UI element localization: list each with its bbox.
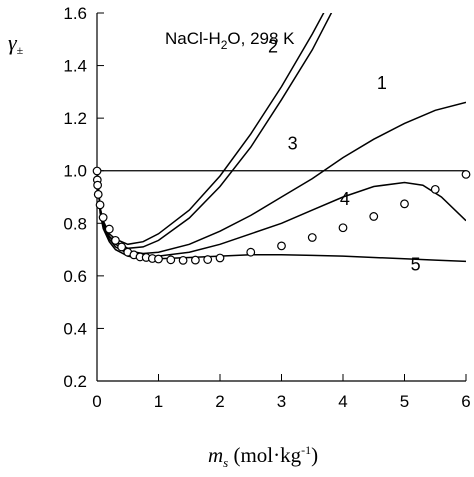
experimental-point xyxy=(203,255,213,264)
experimental-point xyxy=(117,242,126,252)
series-curve-1 xyxy=(97,101,466,255)
experimental-point xyxy=(430,184,440,194)
experimental-point xyxy=(307,233,317,242)
experimental-point xyxy=(400,199,409,209)
curve-label-2: 2 xyxy=(268,36,278,56)
curve-label-1: 1 xyxy=(377,73,387,93)
experimental-point xyxy=(246,247,256,257)
y-tick-label: 0.4 xyxy=(63,319,87,338)
plot-area: 0 1 2 3 4 5 6 0.2 0.4 0.6 0.8 1.0 1.2 1.4 1.6 1 2 3 4 5 xyxy=(63,4,471,411)
x-axis-label: ms (mol·kg-1) xyxy=(208,443,318,470)
experimental-point xyxy=(92,166,102,176)
experimental-point xyxy=(190,255,200,265)
experimental-point xyxy=(166,255,176,265)
x-tick-label: 5 xyxy=(400,392,409,411)
experimental-point xyxy=(111,235,120,245)
y-tick-label: 0.2 xyxy=(63,372,87,391)
experimental-point xyxy=(178,255,188,265)
experimental-point xyxy=(98,213,108,222)
experimental-point xyxy=(154,254,163,264)
x-tick-label: 6 xyxy=(461,392,470,411)
x-tick-label: 1 xyxy=(154,392,163,411)
experimental-point xyxy=(369,212,379,221)
experimental-point xyxy=(215,253,225,263)
experimental-point xyxy=(104,224,114,234)
y-tick-label: 1.4 xyxy=(63,57,87,76)
y-tick-label: 1.6 xyxy=(63,4,87,23)
experimental-point xyxy=(277,241,286,251)
curve-label-4: 4 xyxy=(340,189,350,209)
series-curve-2 xyxy=(97,13,325,246)
series-curve-3 xyxy=(97,13,333,250)
experimental-point xyxy=(93,180,103,190)
x-tick-label: 4 xyxy=(338,392,347,411)
y-tick-label: 1.2 xyxy=(63,109,87,128)
experimental-point xyxy=(461,169,471,179)
experimental-point xyxy=(338,223,348,233)
curve-label-3: 3 xyxy=(288,134,298,154)
x-tick-label: 0 xyxy=(92,392,101,411)
curve-label-5: 5 xyxy=(411,255,421,275)
y-tick-label: 0.6 xyxy=(63,267,87,286)
chart-annotation: NaCl-H2O, 298 K xyxy=(165,29,295,52)
experimental-point xyxy=(93,189,103,199)
x-tick-label: 3 xyxy=(277,392,286,411)
x-tick-label: 2 xyxy=(215,392,224,411)
y-tick-label: 1.0 xyxy=(63,162,87,181)
experimental-point xyxy=(95,200,105,210)
y-axis-label: γ± xyxy=(8,30,24,57)
y-tick-label: 0.8 xyxy=(63,214,87,233)
series-curve-4 xyxy=(97,170,466,257)
